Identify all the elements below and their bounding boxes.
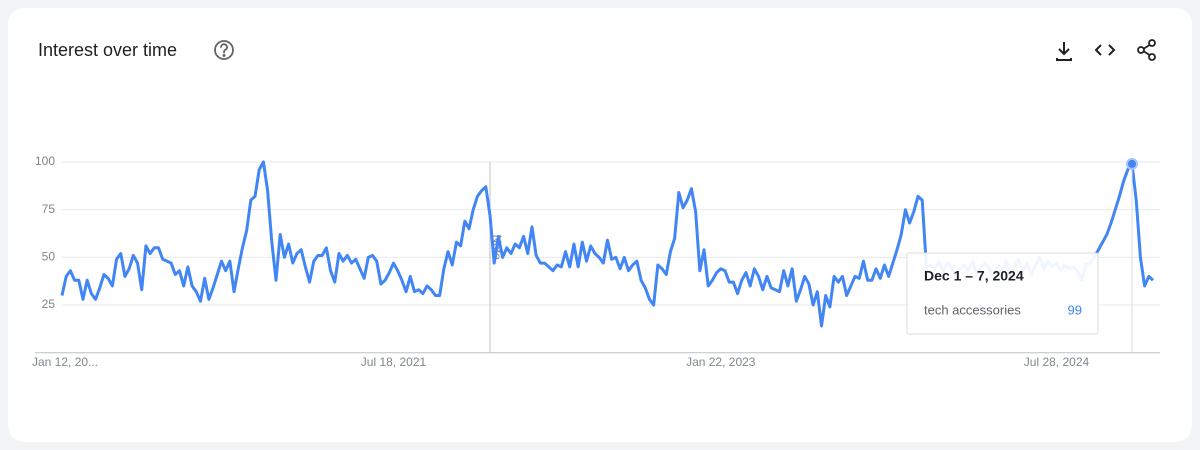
y-tick-label: 75 bbox=[42, 202, 56, 216]
embed-icon[interactable] bbox=[1094, 44, 1116, 56]
x-tick-label: Jul 28, 2024 bbox=[1024, 355, 1090, 369]
share-icon[interactable] bbox=[1137, 39, 1156, 61]
x-tick-label: Jan 22, 2023 bbox=[686, 355, 756, 369]
tooltip-series: tech accessories bbox=[924, 302, 1021, 317]
tooltip-date: Dec 1 – 7, 2024 bbox=[924, 268, 1024, 284]
tooltip-value: 99 bbox=[1068, 302, 1082, 317]
plot-area: 25 50 75 100 Jan 12, 20... Jul 18, 2021 Jan 22… bbox=[32, 154, 1160, 369]
chart-title: Interest over time bbox=[38, 40, 177, 60]
y-tick-label: 100 bbox=[35, 154, 55, 168]
x-tick-label: Jan 12, 20... bbox=[32, 355, 98, 369]
tooltip-box bbox=[906, 252, 1099, 335]
y-tick-label: 50 bbox=[42, 250, 56, 264]
help-icon[interactable] bbox=[214, 40, 234, 60]
card bbox=[8, 8, 1192, 442]
y-tick-label: 25 bbox=[42, 297, 56, 311]
download-icon[interactable] bbox=[1056, 42, 1072, 61]
x-tick-label: Jul 18, 2021 bbox=[361, 355, 427, 369]
hover-dot bbox=[1126, 157, 1139, 170]
